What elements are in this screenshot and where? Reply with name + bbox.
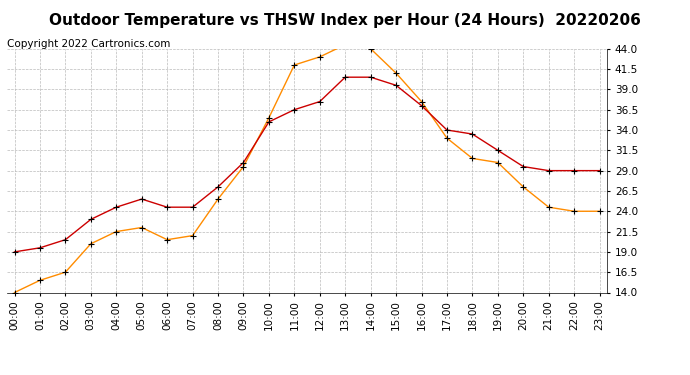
Text: Outdoor Temperature vs THSW Index per Hour (24 Hours)  20220206: Outdoor Temperature vs THSW Index per Ho…: [49, 13, 641, 28]
Legend: THSW  (°F), Temperature  (°F): THSW (°F), Temperature (°F): [394, 0, 607, 2]
Text: Copyright 2022 Cartronics.com: Copyright 2022 Cartronics.com: [7, 39, 170, 50]
